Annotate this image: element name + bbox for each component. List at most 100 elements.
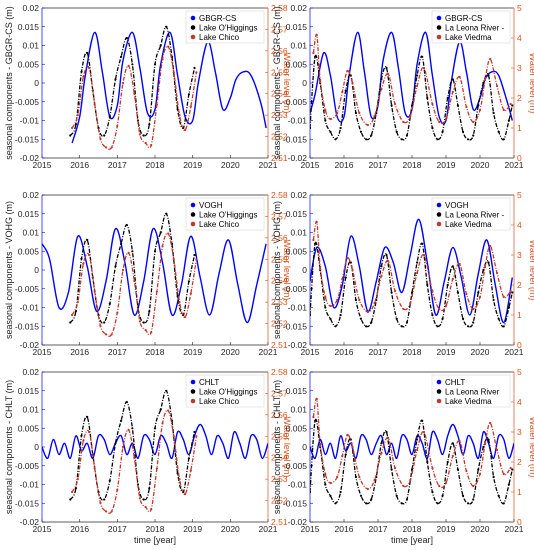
- x-tick-label: 2018: [403, 160, 422, 170]
- series-point-2: [438, 307, 441, 311]
- series-point-1: [380, 442, 383, 445]
- series-point-1: [334, 325, 337, 328]
- series-point-2: [104, 510, 108, 513]
- series-point-1: [334, 502, 337, 505]
- series-point-2: [319, 265, 322, 269]
- series-point-1: [416, 74, 419, 77]
- series-point-2: [336, 111, 339, 115]
- series-point-2: [478, 472, 482, 476]
- legend-marker-1: [436, 389, 442, 394]
- series-point-2: [82, 75, 85, 78]
- series-point-1: [507, 483, 510, 486]
- series-point-2: [116, 124, 119, 127]
- series-point-2: [484, 265, 487, 269]
- series-point-1: [314, 55, 317, 58]
- series-point-1: [400, 325, 403, 328]
- y-right-tick-label: 2.56: [271, 410, 288, 420]
- series-point-1: [120, 242, 123, 245]
- series-point-2: [76, 478, 79, 481]
- y-left-tick-label: 0.02: [290, 3, 307, 13]
- series-line-2: [312, 220, 512, 313]
- series-point-2: [133, 456, 136, 459]
- y-left-tick-label: 0.02: [22, 367, 39, 377]
- legend-label: Lake Viedma: [445, 220, 492, 229]
- series-point-2: [195, 435, 198, 438]
- series-point-1: [344, 276, 347, 279]
- y-right-tick-label: 1: [517, 487, 522, 497]
- x-tick-label: 2021: [259, 524, 278, 534]
- legend-marker-1: [190, 25, 196, 30]
- series-group: [310, 397, 514, 505]
- series-point-2: [409, 301, 412, 305]
- series-line-2: [71, 409, 198, 514]
- series-point-2: [451, 90, 454, 94]
- legend-marker-0: [190, 379, 196, 385]
- series-point-2: [144, 505, 147, 509]
- series-point-2: [76, 114, 79, 117]
- legend-marker-0: [190, 202, 196, 208]
- series-point-1: [395, 130, 398, 133]
- series-point-2: [133, 92, 136, 95]
- legend-marker-0: [436, 15, 442, 21]
- series-point-2: [478, 295, 482, 299]
- series-group: [69, 25, 267, 150]
- y-right-tick-label: 5: [517, 367, 522, 377]
- series-point-2: [438, 484, 441, 488]
- series-point-1: [114, 442, 117, 445]
- series-line-0: [71, 31, 267, 144]
- series-point-1: [339, 313, 342, 317]
- series-point-2: [167, 232, 170, 235]
- series-point-2: [402, 484, 405, 488]
- series-point-2: [409, 114, 412, 118]
- y-left-tick-label: -0.015: [283, 134, 307, 144]
- series-point-1: [487, 438, 490, 441]
- series-point-1: [441, 130, 444, 133]
- y-left-axis-label: seasonal components - CHLT (m): [272, 380, 282, 514]
- x-tick-label: 2015: [33, 347, 52, 357]
- series-point-2: [116, 311, 119, 314]
- y-left-tick-label: 0.01: [290, 41, 307, 51]
- x-tick-label: 2016: [335, 347, 354, 357]
- legend-label: Lake O'Higgings: [199, 24, 257, 33]
- series-point-1: [148, 123, 151, 126]
- series-point-2: [509, 102, 512, 106]
- series-point-2: [121, 268, 125, 272]
- x-tick-label: 2020: [221, 347, 240, 357]
- series-point-1: [421, 55, 424, 58]
- series-point-2: [99, 501, 102, 504]
- series-point-2: [88, 430, 91, 434]
- series-point-1: [80, 70, 83, 73]
- series-point-1: [370, 134, 373, 137]
- series-point-1: [390, 291, 393, 294]
- x-tick-label: 2018: [146, 347, 165, 357]
- series-point-1: [80, 257, 83, 260]
- x-tick-label: 2019: [183, 524, 202, 534]
- series-point-1: [370, 321, 373, 324]
- y-right-tick-label: 2.57: [271, 211, 288, 221]
- series-point-1: [97, 313, 100, 317]
- series-point-2: [184, 316, 187, 319]
- x-tick-label: 2021: [505, 524, 524, 534]
- series-point-2: [315, 220, 318, 224]
- series-point-2: [104, 333, 108, 336]
- y-left-tick-label: 0.02: [22, 3, 39, 13]
- series-point-2: [502, 108, 505, 112]
- series-point-2: [184, 493, 187, 496]
- series-point-1: [477, 468, 480, 471]
- series-point-2: [312, 415, 315, 419]
- series-point-2: [393, 289, 397, 293]
- series-point-2: [172, 258, 175, 261]
- y-left-tick-label: 0.005: [286, 423, 308, 433]
- series-point-1: [385, 253, 388, 257]
- series-point-1: [159, 231, 162, 234]
- legend-label: Lake Viedma: [445, 33, 492, 42]
- series-point-2: [155, 467, 158, 470]
- x-tick-label: 2021: [259, 347, 278, 357]
- y-left-tick-label: 0.01: [290, 228, 307, 238]
- x-tick-label: 2019: [183, 160, 202, 170]
- y-right-tick-label: 2.54: [271, 89, 288, 99]
- legend-label: CHLT: [445, 378, 465, 387]
- y-left-tick-label: 0.005: [18, 246, 40, 256]
